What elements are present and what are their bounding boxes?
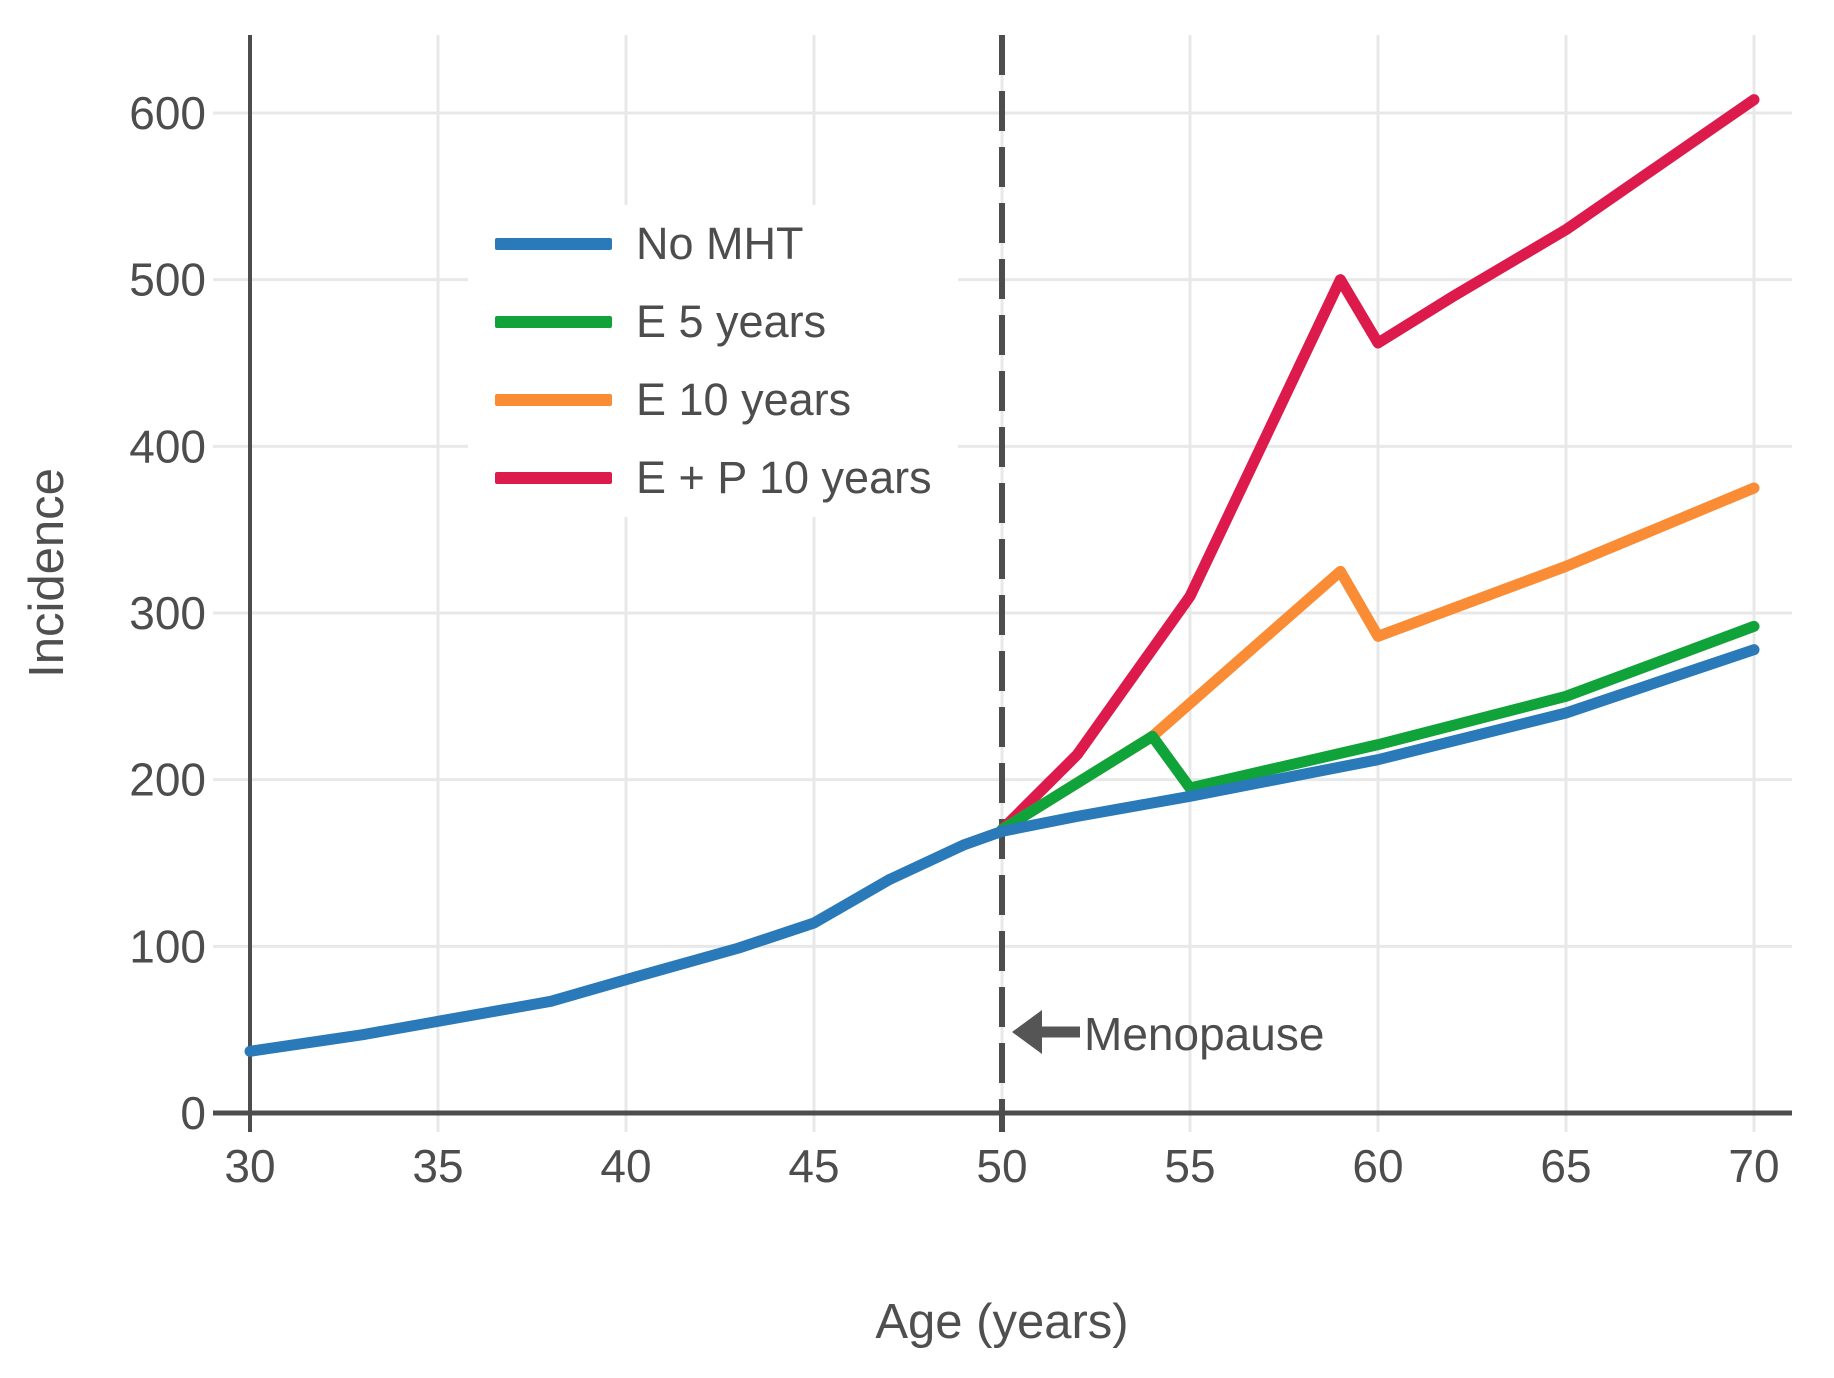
x-tick-label: 30 (224, 1140, 275, 1192)
arrow-head (1012, 1010, 1042, 1054)
x-tick-label: 45 (788, 1140, 839, 1192)
y-tick-label: 600 (129, 87, 206, 139)
legend-label: E + P 10 years (636, 452, 932, 503)
x-tick-label: 60 (1352, 1140, 1403, 1192)
legend-item: E 5 years (468, 284, 958, 361)
legend-item: E + P 10 years (468, 440, 958, 517)
series-line-e-5-years (996, 620, 1760, 836)
x-tick-label: 40 (600, 1140, 651, 1192)
legend-item: No MHT (468, 206, 958, 283)
x-tick-label: 70 (1728, 1140, 1779, 1192)
tick-labels: 0 100 200 300 400 500 600 30 35 40 45 50 55 60 65 70 (129, 87, 1779, 1192)
legend-swatch-icon (495, 472, 612, 484)
legend-swatch-icon (495, 316, 612, 328)
y-tick-label: 500 (129, 254, 206, 306)
series-line-e-p-10-years (996, 94, 1760, 836)
arrow-shaft (1040, 1026, 1080, 1038)
series-lines (244, 94, 1760, 1057)
legend-label: No MHT (636, 218, 804, 269)
x-axis-title: Age (years) (875, 1295, 1129, 1349)
series-line-no-mht (244, 644, 1760, 1057)
y-tick-label: 0 (180, 1087, 206, 1139)
legend-swatch-icon (495, 394, 612, 406)
legend: No MHT E 5 years E 10 years E + P 10 years (468, 205, 958, 517)
x-tick-label: 35 (412, 1140, 463, 1192)
legend-label: E 5 years (636, 296, 827, 347)
legend-item: E 10 years (468, 362, 958, 439)
y-tick-label: 200 (129, 754, 206, 806)
legend-label: E 10 years (636, 374, 852, 425)
y-tick-label: 400 (129, 420, 206, 472)
legend-swatch-icon (495, 238, 612, 250)
x-tick-label: 65 (1540, 1140, 1591, 1192)
x-tick-label: 55 (1164, 1140, 1215, 1192)
y-tick-label: 100 (129, 920, 206, 972)
menopause-annotation-label: Menopause (1084, 1008, 1325, 1060)
y-axis-title: Incidence (20, 468, 74, 678)
x-tick-label: 50 (976, 1140, 1027, 1192)
left-arrow-icon (1012, 1010, 1080, 1054)
y-tick-label: 300 (129, 587, 206, 639)
